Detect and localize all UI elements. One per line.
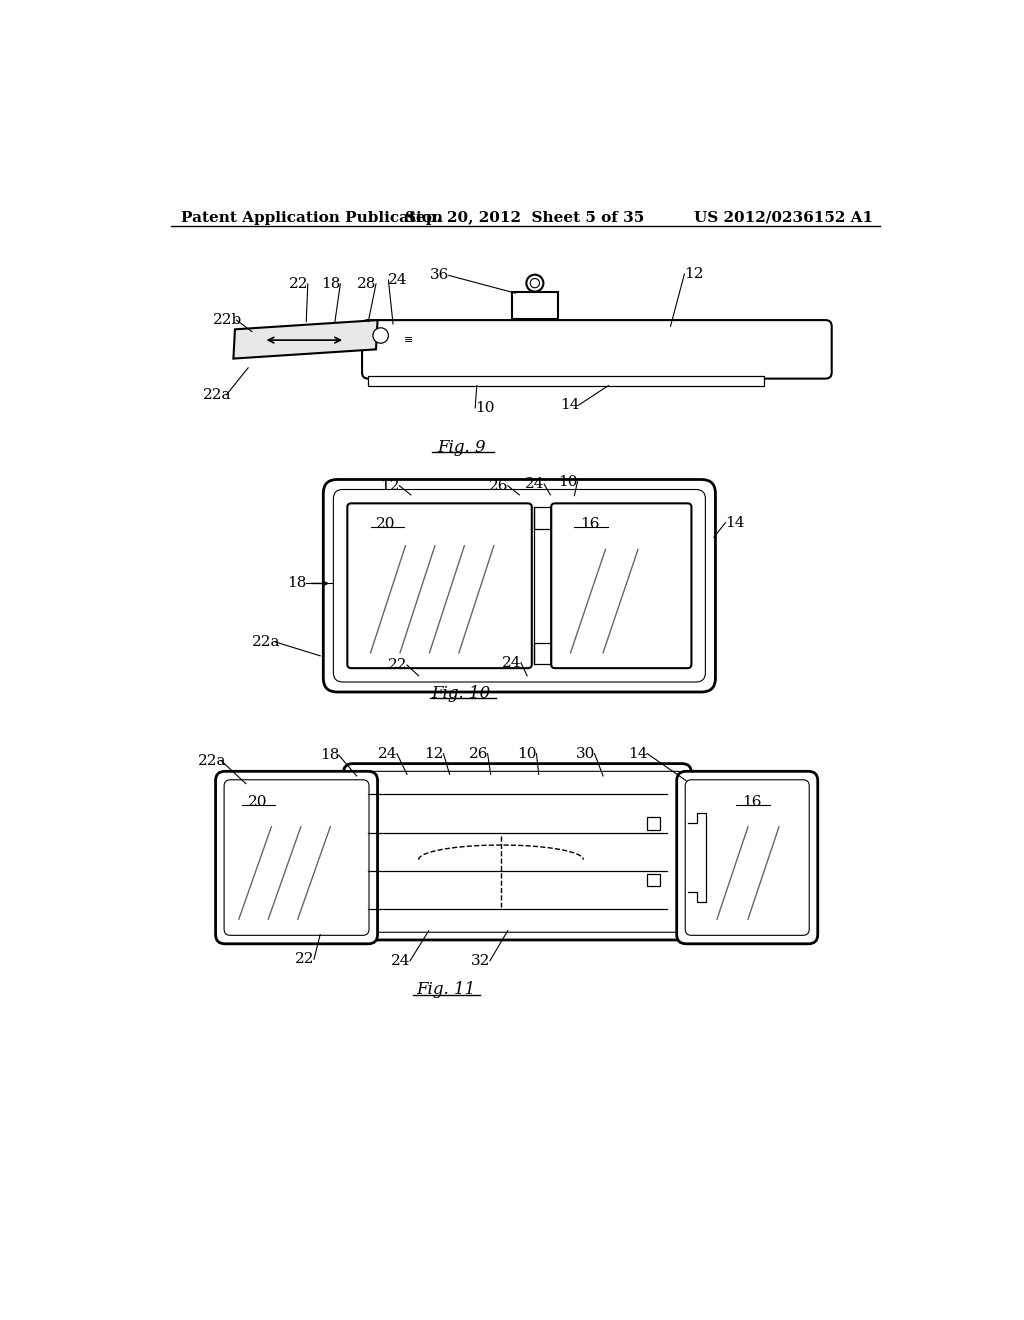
Text: 10: 10 [475, 401, 495, 414]
Bar [647, 874, 659, 886]
Text: 20: 20 [248, 795, 267, 809]
Text: $\equiv$: $\equiv$ [400, 334, 413, 343]
Text: Fig. 10: Fig. 10 [432, 685, 490, 702]
Text: 10: 10 [558, 475, 578, 488]
Text: 30: 30 [575, 747, 595, 760]
FancyBboxPatch shape [343, 763, 691, 940]
Bar [647, 817, 659, 829]
Text: Fig. 11: Fig. 11 [416, 982, 475, 998]
Text: 22: 22 [295, 952, 314, 966]
Text: 20: 20 [377, 517, 396, 531]
Text: 14: 14 [725, 516, 744, 529]
FancyBboxPatch shape [224, 780, 369, 936]
Text: 22b: 22b [213, 313, 242, 327]
Text: Patent Application Publication: Patent Application Publication [180, 211, 442, 224]
Text: 18: 18 [288, 577, 306, 590]
Text: 22a: 22a [198, 754, 226, 767]
Polygon shape [233, 321, 378, 359]
Text: Fig. 9: Fig. 9 [437, 438, 485, 455]
Text: 14: 14 [560, 397, 580, 412]
Text: 22a: 22a [203, 388, 231, 401]
Bar [369, 376, 764, 387]
Text: 12: 12 [424, 747, 443, 760]
Text: 24: 24 [378, 747, 397, 760]
Text: 16: 16 [581, 517, 600, 531]
Circle shape [526, 275, 544, 292]
Text: 12: 12 [380, 479, 399, 492]
Text: Sep. 20, 2012  Sheet 5 of 35: Sep. 20, 2012 Sheet 5 of 35 [406, 211, 645, 224]
Polygon shape [529, 289, 541, 293]
Bar [535, 643, 551, 664]
Text: 24: 24 [502, 656, 521, 669]
Text: 24: 24 [391, 954, 411, 968]
Text: 12: 12 [684, 267, 703, 281]
Text: 24: 24 [388, 273, 408, 286]
Text: 36: 36 [430, 268, 450, 282]
Text: 22: 22 [289, 277, 308, 290]
Text: 18: 18 [319, 748, 339, 762]
FancyBboxPatch shape [551, 503, 691, 668]
Text: 22a: 22a [252, 635, 281, 649]
FancyBboxPatch shape [351, 771, 684, 932]
Text: 18: 18 [322, 277, 341, 290]
Text: 24: 24 [525, 477, 545, 491]
Text: 32: 32 [471, 954, 490, 968]
Bar [535, 507, 551, 529]
FancyBboxPatch shape [685, 780, 809, 936]
Text: US 2012/0236152 A1: US 2012/0236152 A1 [693, 211, 872, 224]
Circle shape [530, 279, 540, 288]
FancyBboxPatch shape [216, 771, 378, 944]
FancyBboxPatch shape [324, 479, 716, 692]
FancyBboxPatch shape [334, 490, 706, 682]
FancyBboxPatch shape [677, 771, 818, 944]
Text: 26: 26 [469, 747, 488, 760]
Text: 26: 26 [488, 479, 508, 492]
Text: 22: 22 [388, 659, 408, 672]
Text: 14: 14 [628, 747, 648, 760]
Circle shape [373, 327, 388, 343]
Text: 28: 28 [357, 277, 377, 290]
FancyBboxPatch shape [347, 503, 531, 668]
Text: 16: 16 [742, 795, 762, 809]
Bar [512, 293, 558, 318]
Text: 10: 10 [517, 747, 537, 760]
FancyBboxPatch shape [362, 321, 831, 379]
